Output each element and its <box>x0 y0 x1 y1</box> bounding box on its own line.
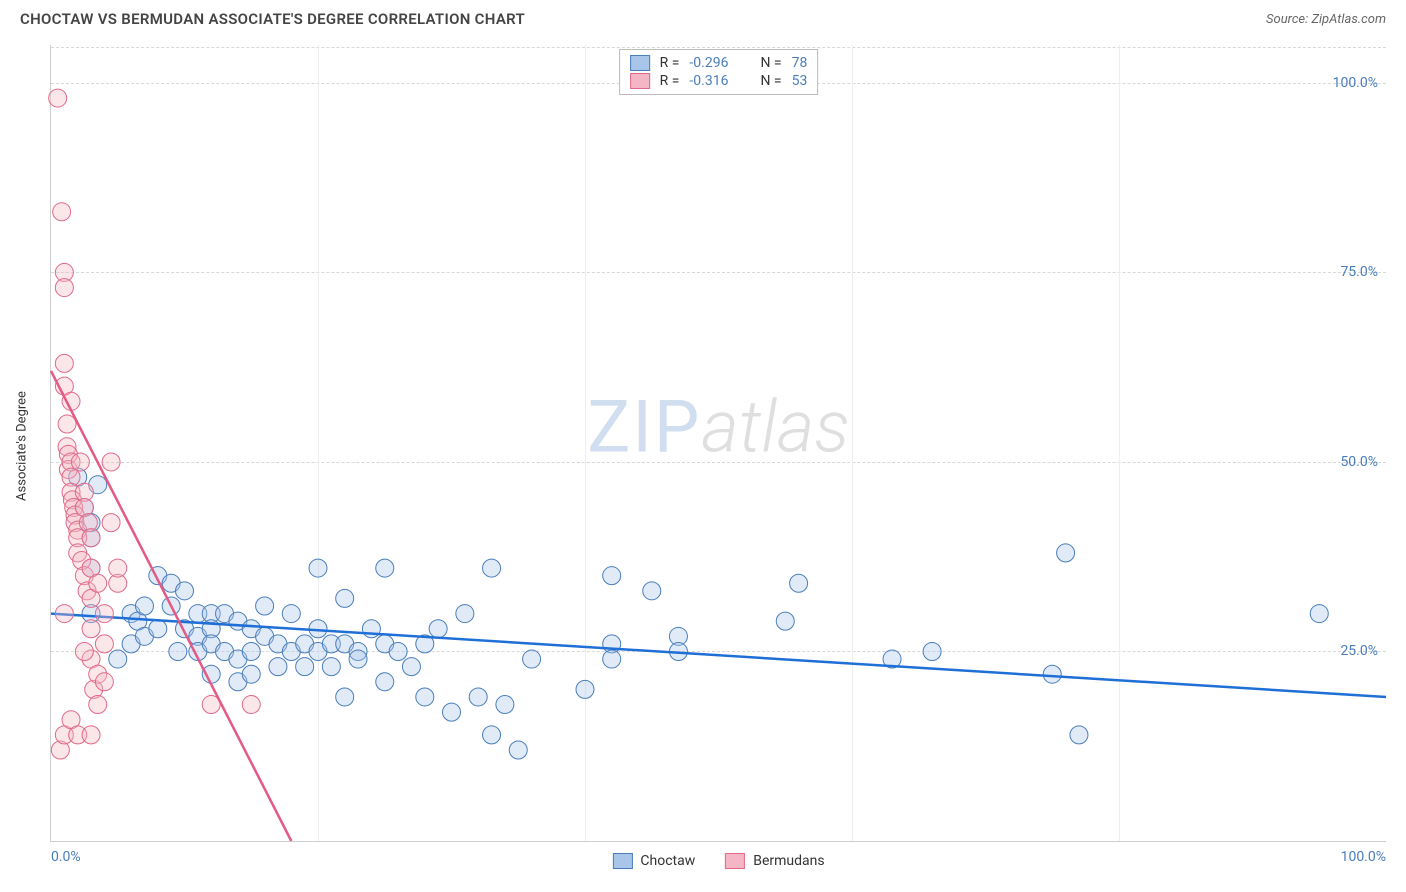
data-point <box>349 650 367 668</box>
data-point <box>923 642 941 660</box>
data-point <box>82 620 100 638</box>
data-point <box>402 658 420 676</box>
data-point <box>58 415 76 433</box>
data-point <box>376 673 394 691</box>
data-point <box>496 696 514 714</box>
data-point <box>149 620 167 638</box>
data-point <box>469 688 487 706</box>
n-label: N = <box>760 73 781 89</box>
y-axis-label: Associate's Degree <box>15 391 30 501</box>
n-value: 53 <box>792 73 808 89</box>
data-point <box>82 529 100 547</box>
y-tick-label: 25.0% <box>1340 643 1378 659</box>
data-point <box>603 650 621 668</box>
data-point <box>75 642 93 660</box>
data-point <box>456 605 474 623</box>
legend-swatch <box>612 853 632 869</box>
legend-stats-row: R = -0.296 N = 78 <box>630 54 808 72</box>
legend-stats: R = -0.296 N = 78 R = -0.316 N = 53 <box>619 49 819 95</box>
data-point <box>309 559 327 577</box>
data-point <box>429 620 447 638</box>
data-point <box>523 650 541 668</box>
n-label: N = <box>760 55 781 71</box>
source-name: ZipAtlas.com <box>1311 12 1386 27</box>
chart-plot-area: ZIPatlas R = -0.296N = 78R = -0.316N = 5… <box>50 45 1386 842</box>
data-point <box>82 726 100 744</box>
data-point <box>776 612 794 630</box>
source-attribution: Source: ZipAtlas.com <box>1266 12 1386 27</box>
data-point <box>95 635 113 653</box>
data-point <box>443 703 461 721</box>
legend-item: Choctaw <box>612 853 695 869</box>
data-point <box>1310 605 1328 623</box>
legend-label: Choctaw <box>640 853 695 869</box>
data-point <box>242 696 260 714</box>
legend-stats-row: R = -0.316 N = 53 <box>630 72 808 90</box>
data-point <box>336 589 354 607</box>
data-point <box>169 642 187 660</box>
y-tick-label: 100.0% <box>1333 75 1378 91</box>
n-value: 78 <box>792 55 808 71</box>
data-point <box>53 203 71 221</box>
r-label: R = <box>660 55 680 71</box>
data-point <box>102 453 120 471</box>
data-point <box>95 673 113 691</box>
data-point <box>643 582 661 600</box>
r-label: R = <box>660 73 680 89</box>
data-point <box>242 665 260 683</box>
legend-item: Bermudans <box>725 853 824 869</box>
data-point <box>242 642 260 660</box>
data-point <box>55 279 73 297</box>
data-point <box>269 658 287 676</box>
data-point <box>483 559 501 577</box>
data-point <box>55 354 73 372</box>
data-point <box>109 559 127 577</box>
data-point <box>389 642 407 660</box>
data-point <box>790 574 808 592</box>
data-point <box>176 582 194 600</box>
data-point <box>49 89 67 107</box>
y-tick-label: 50.0% <box>1340 454 1378 470</box>
legend-swatch <box>725 853 745 869</box>
data-point <box>296 658 314 676</box>
data-point <box>55 605 73 623</box>
r-value: -0.316 <box>689 73 728 89</box>
data-point <box>89 574 107 592</box>
source-prefix: Source: <box>1266 12 1311 27</box>
data-point <box>95 605 113 623</box>
legend-swatch <box>630 73 650 89</box>
data-point <box>256 597 274 615</box>
data-point <box>109 650 127 668</box>
data-point <box>483 726 501 744</box>
data-point <box>376 559 394 577</box>
y-tick-label: 75.0% <box>1340 264 1378 280</box>
header: CHOCTAW VS BERMUDAN ASSOCIATE'S DEGREE C… <box>0 0 1406 36</box>
data-point <box>135 597 153 615</box>
data-point <box>89 696 107 714</box>
data-point <box>576 680 594 698</box>
data-point <box>322 658 340 676</box>
data-point <box>71 453 89 471</box>
r-value: -0.296 <box>689 55 728 71</box>
x-tick-label: 0.0% <box>51 849 81 865</box>
legend-series: Choctaw Bermudans <box>612 853 824 869</box>
x-tick-label: 100.0% <box>1341 849 1386 865</box>
data-point <box>282 605 300 623</box>
data-point <box>102 514 120 532</box>
data-point <box>603 567 621 585</box>
legend-label: Bermudans <box>753 853 824 869</box>
data-point <box>1043 665 1061 683</box>
data-point <box>416 688 434 706</box>
data-point <box>1057 544 1075 562</box>
data-point <box>336 688 354 706</box>
scatter-svg <box>51 45 1386 841</box>
legend-swatch <box>630 55 650 71</box>
chart-title: CHOCTAW VS BERMUDAN ASSOCIATE'S DEGREE C… <box>20 10 525 28</box>
data-point <box>1070 726 1088 744</box>
data-point <box>509 741 527 759</box>
